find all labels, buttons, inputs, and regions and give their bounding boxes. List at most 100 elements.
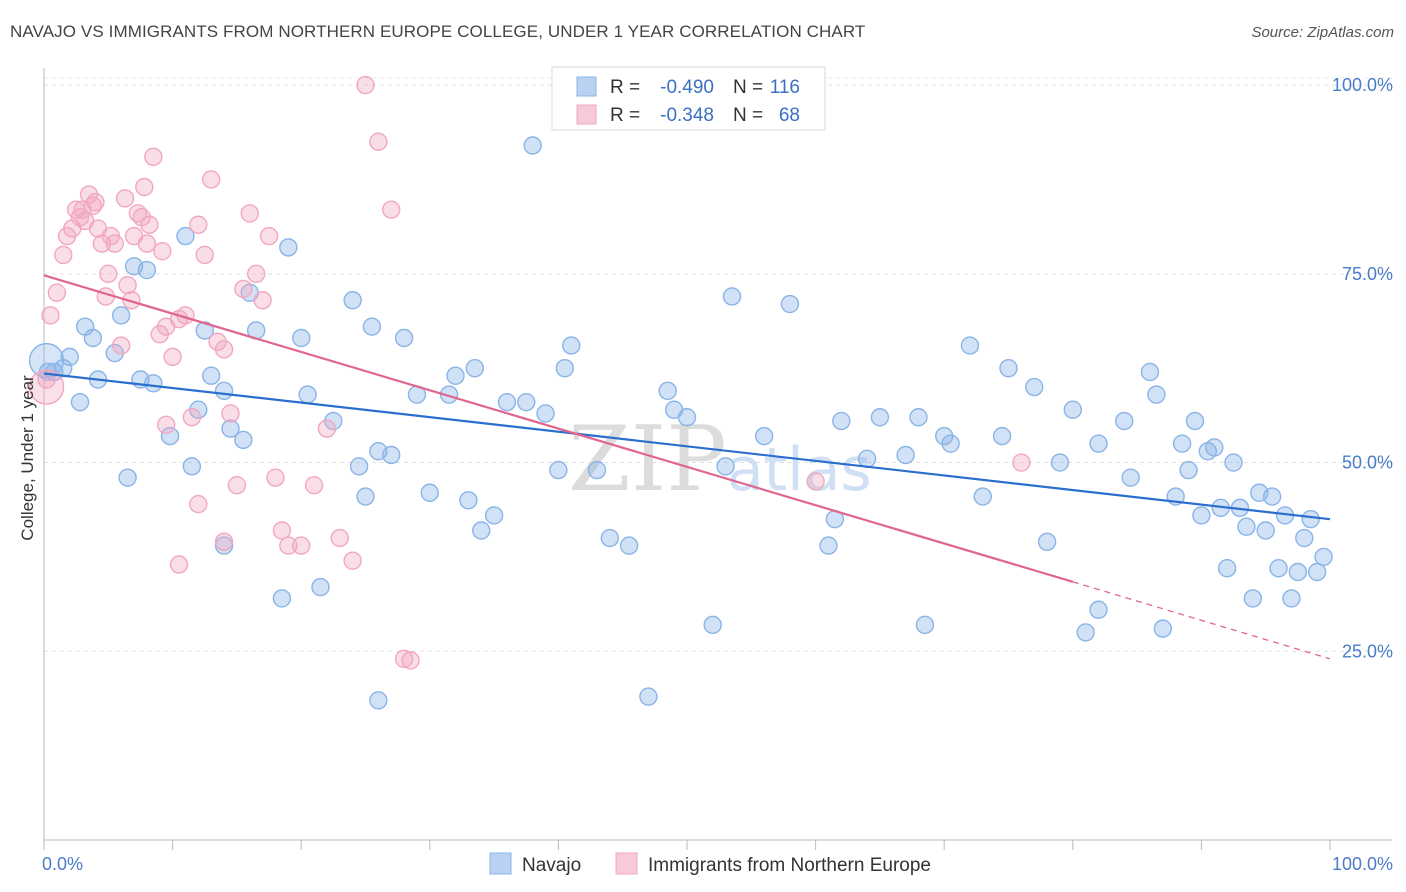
legend-r-label: R = xyxy=(610,77,640,98)
data-points xyxy=(28,75,1333,710)
immigrants-point xyxy=(806,472,825,491)
x-tick-label-max: 100.0% xyxy=(1332,854,1393,874)
navajo-point xyxy=(446,366,465,385)
legend-r-value: -0.348 xyxy=(660,105,714,126)
immigrants-trend-extension xyxy=(1072,581,1331,660)
immigrants-point xyxy=(246,264,266,284)
navajo-point xyxy=(1147,385,1166,404)
navajo-point xyxy=(960,336,980,355)
watermark: ZIPatlas xyxy=(568,407,872,512)
legend-box xyxy=(551,66,826,131)
navajo-point xyxy=(619,536,639,555)
navajo-point xyxy=(60,347,79,367)
immigrants-point xyxy=(369,132,388,151)
navajo-point xyxy=(909,408,928,427)
navajo-point xyxy=(677,408,697,427)
immigrants-point xyxy=(132,208,151,227)
navajo-point xyxy=(1185,411,1205,431)
bottom-legend: Navajo Immigrants from Northern Europe xyxy=(489,852,931,876)
navajo-point xyxy=(941,434,960,453)
navajo-point xyxy=(1115,411,1134,431)
navajo-point xyxy=(472,521,491,540)
navajo-point xyxy=(382,445,401,465)
navajo-point xyxy=(973,487,992,506)
immigrants-point xyxy=(182,408,202,427)
immigrants-point xyxy=(266,468,285,487)
navajo-point xyxy=(658,381,677,401)
navajo-point xyxy=(819,536,838,555)
top-legend: R = -0.490 N = 116 R = -0.348 N = 68 xyxy=(551,66,826,131)
navajo-point xyxy=(1076,623,1095,642)
navajo-point xyxy=(465,358,485,378)
immigrants-point xyxy=(356,75,375,95)
immigrants-point xyxy=(272,521,292,540)
axes xyxy=(43,68,1392,850)
immigrants-trend-line xyxy=(43,274,1074,583)
navajo-point xyxy=(703,615,722,635)
navajo-point xyxy=(70,392,90,412)
navajo-trend-line xyxy=(43,372,1331,521)
y-tick-label: 25.0% xyxy=(1342,641,1393,661)
immigrants-point xyxy=(118,275,137,295)
navajo-point xyxy=(221,419,240,438)
bottom-legend-swatch xyxy=(489,852,512,875)
immigrants-point xyxy=(279,536,298,555)
navajo-point xyxy=(118,468,137,487)
legend-n-label: N = xyxy=(733,105,763,126)
y-axis-label: College, Under 1 year xyxy=(18,375,37,541)
navajo-point xyxy=(1192,506,1211,525)
immigrants-point xyxy=(153,241,172,261)
chart-source: Source: ZipAtlas.com xyxy=(1251,24,1394,41)
immigrants-point xyxy=(111,336,131,355)
navajo-point xyxy=(562,336,581,355)
navajo-point xyxy=(1179,460,1198,480)
navajo-point xyxy=(1314,547,1333,567)
navajo-point xyxy=(1262,487,1282,506)
navajo-point xyxy=(1089,434,1108,453)
navajo-point xyxy=(182,457,202,476)
immigrants-point xyxy=(201,170,221,189)
navajo-point xyxy=(356,487,375,506)
y-tick-label: 75.0% xyxy=(1342,264,1393,284)
navajo-point xyxy=(394,328,414,348)
navajo-point xyxy=(1256,521,1275,540)
immigrants-point xyxy=(304,475,324,495)
x-tick-label-min: 0.0% xyxy=(42,854,83,874)
navajo-point xyxy=(195,321,214,340)
navajo-point xyxy=(234,430,253,450)
navajo-point xyxy=(1243,589,1263,608)
immigrants-point xyxy=(189,215,208,234)
navajo-point xyxy=(832,411,851,431)
bottom-legend-label: Immigrants from Northern Europe xyxy=(648,855,931,876)
navajo-point xyxy=(214,381,234,401)
immigrants-point xyxy=(140,215,159,234)
legend-n-value: 116 xyxy=(770,77,800,98)
legend-n-value: 68 xyxy=(779,105,800,126)
navajo-point xyxy=(716,457,735,476)
navajo-point xyxy=(754,426,774,446)
navajo-point xyxy=(780,294,800,314)
immigrants-point xyxy=(189,494,208,514)
immigrants-point xyxy=(156,415,176,435)
tick-labels: 25.0% 50.0% 75.0% 100.0% 0.0% 100.0% xyxy=(42,75,1393,874)
immigrants-point xyxy=(234,279,253,299)
navajo-point xyxy=(1269,559,1288,578)
legend-r-label: R = xyxy=(610,105,640,126)
navajo-point xyxy=(999,358,1018,378)
navajo-point xyxy=(1089,600,1108,619)
immigrants-point-large xyxy=(28,369,65,405)
immigrants-point xyxy=(47,283,67,302)
navajo-point xyxy=(343,291,362,310)
navajo-point xyxy=(459,491,478,510)
trend-lines xyxy=(43,274,1331,660)
immigrants-point xyxy=(253,291,272,310)
immigrants-point xyxy=(240,204,259,223)
immigrants-point xyxy=(169,555,189,574)
navajo-point xyxy=(369,691,388,710)
bottom-legend-label: Navajo xyxy=(522,855,581,876)
navajo-point xyxy=(1140,362,1160,382)
y-tick-label: 100.0% xyxy=(1332,75,1393,95)
navajo-point xyxy=(523,136,542,155)
immigrants-point xyxy=(1012,453,1031,472)
